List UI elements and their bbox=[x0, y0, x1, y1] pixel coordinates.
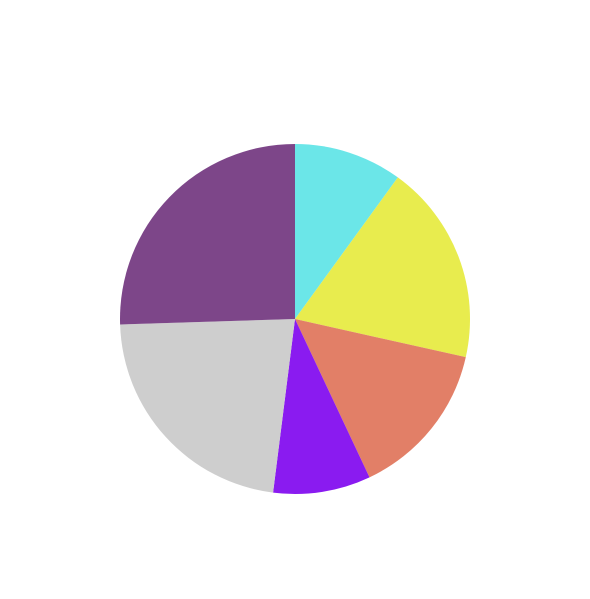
pie-slice-4 bbox=[273, 319, 370, 494]
pie-slice-5 bbox=[120, 319, 295, 493]
pie-slice-1 bbox=[295, 144, 398, 319]
pie-slice-6 bbox=[120, 144, 296, 325]
pie-slice-2 bbox=[295, 177, 471, 358]
pie-slice-3 bbox=[295, 319, 466, 478]
pie-slices bbox=[120, 144, 471, 494]
